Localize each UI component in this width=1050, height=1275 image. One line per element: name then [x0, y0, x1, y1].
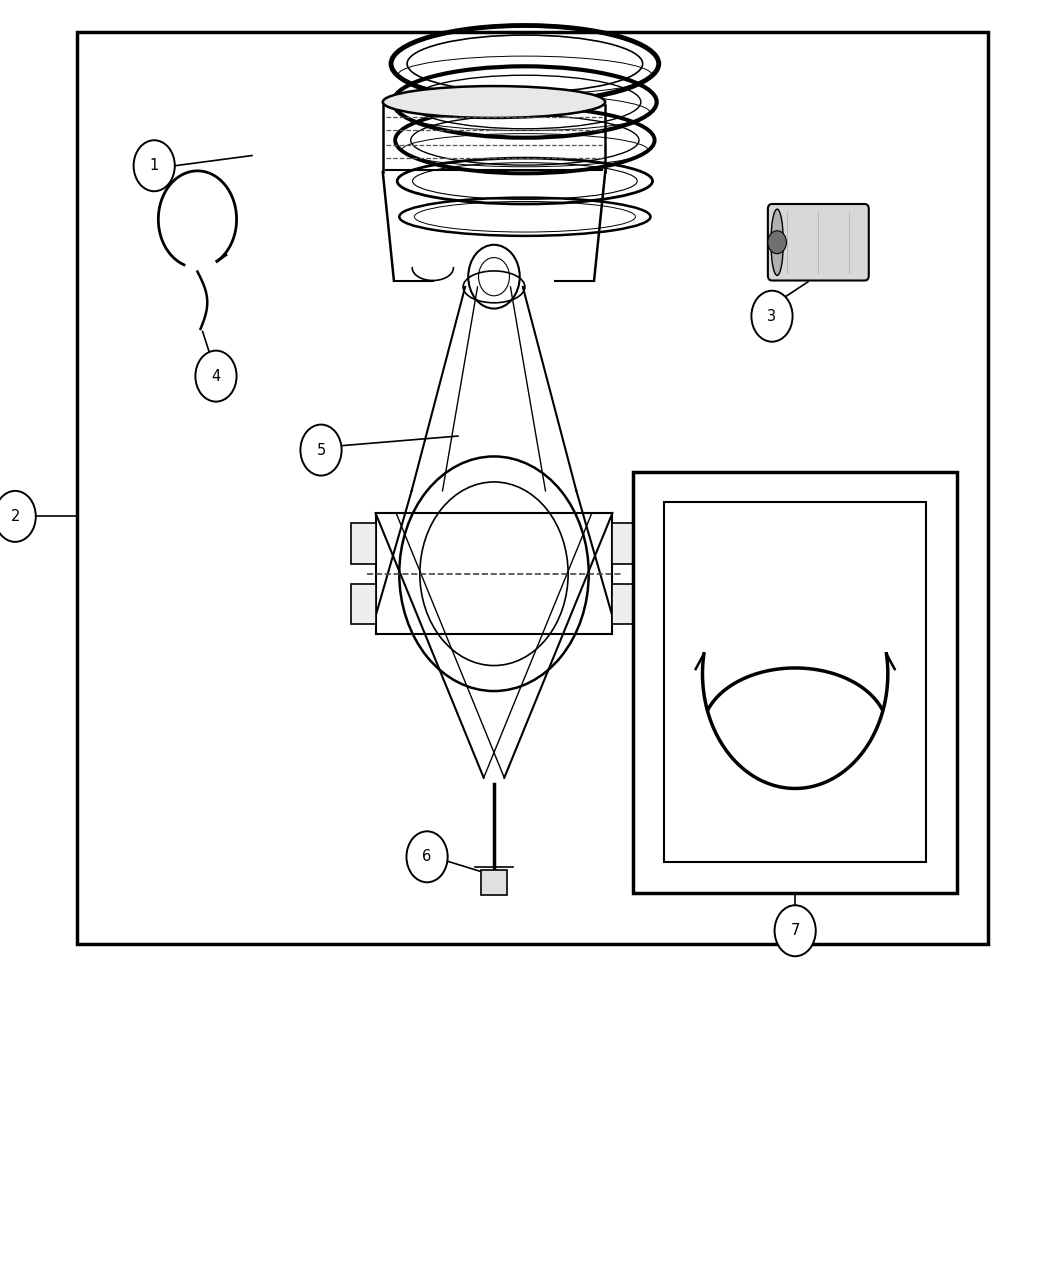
Text: 7: 7 — [791, 923, 800, 938]
Bar — [242, 38, 813, 261]
Bar — [77, 32, 988, 944]
FancyBboxPatch shape — [768, 204, 868, 280]
Text: 3: 3 — [768, 309, 777, 324]
Bar — [351, 584, 376, 625]
Text: 4: 4 — [211, 368, 220, 384]
Ellipse shape — [383, 87, 605, 119]
Circle shape — [752, 291, 793, 342]
Text: 5: 5 — [316, 442, 326, 458]
Circle shape — [300, 425, 341, 476]
Circle shape — [133, 140, 174, 191]
Bar — [612, 523, 637, 564]
Bar — [612, 584, 637, 625]
Circle shape — [768, 231, 786, 254]
Bar — [351, 523, 376, 564]
Ellipse shape — [771, 209, 783, 275]
Bar — [633, 472, 958, 892]
Circle shape — [0, 491, 36, 542]
Circle shape — [195, 351, 236, 402]
Circle shape — [406, 831, 447, 882]
Text: 2: 2 — [10, 509, 20, 524]
Text: 1: 1 — [149, 158, 159, 173]
Circle shape — [775, 905, 816, 956]
Bar — [481, 870, 507, 895]
Text: 6: 6 — [422, 849, 432, 864]
Bar — [664, 502, 926, 862]
